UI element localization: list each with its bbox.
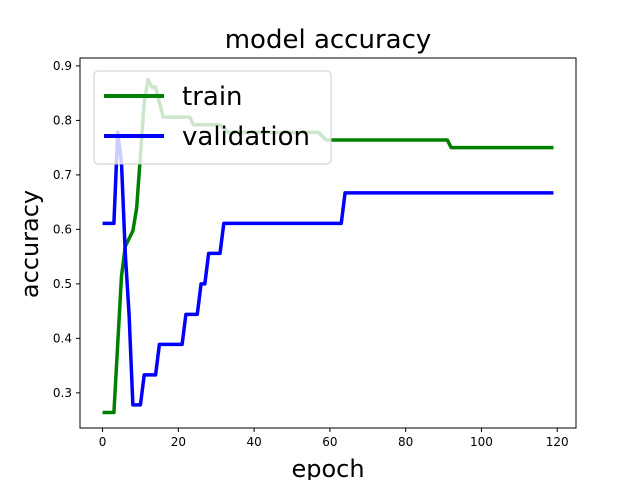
series-line-validation	[102, 130, 554, 407]
y-tick-label: 0.7	[53, 168, 72, 182]
legend: train validation	[93, 70, 332, 165]
legend-label-validation: validation	[182, 122, 310, 152]
y-tick-label: 0.5	[53, 277, 72, 291]
chart-title: model accuracy	[225, 25, 432, 55]
plot-frame	[79, 57, 577, 429]
y-tick-label: 0.3	[53, 386, 72, 400]
y-tick-label: 0.4	[53, 331, 72, 345]
x-tick-label: 80	[398, 435, 413, 449]
x-tick-label: 40	[246, 435, 261, 449]
x-tick-label: 20	[171, 435, 186, 449]
x-tick-label: 100	[470, 435, 493, 449]
y-tick-label: 0.8	[53, 113, 72, 127]
legend-label-train: train	[182, 82, 243, 112]
x-tick-label: 60	[322, 435, 337, 449]
y-tick-label: 0.6	[53, 222, 72, 236]
y-tick-label: 0.9	[53, 59, 72, 73]
x-tick-label: 120	[546, 435, 569, 449]
x-tick-label: 0	[99, 435, 107, 449]
y-axis-label: accuracy	[16, 190, 44, 298]
x-axis-label: epoch	[291, 455, 364, 480]
